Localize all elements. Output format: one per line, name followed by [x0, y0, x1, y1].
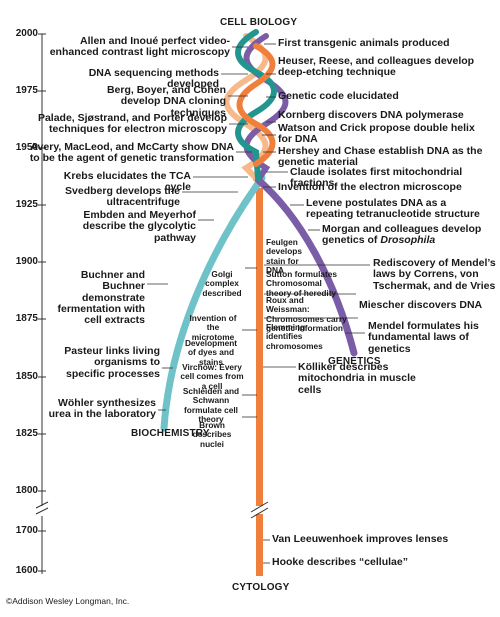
event-heuser-reese: Heuser, Reese, and colleagues develop de…	[278, 55, 475, 79]
biochemistry-strand	[160, 174, 266, 432]
event-hooke: Hooke describes “cellulae”	[272, 556, 408, 568]
event-levene: Levene postulates DNA as a repeating tet…	[306, 197, 480, 221]
event-watson-crick: Watson and Crick propose double helix fo…	[278, 122, 475, 146]
year-1825: 1825	[15, 428, 38, 439]
event-wohler: Wöhler synthesizes urea in the laborator…	[48, 397, 156, 421]
cell-biology-heading: CELL BIOLOGY	[220, 17, 298, 28]
event-genetic-code: Genetic code elucidated	[278, 90, 399, 102]
year-1850: 1850	[15, 371, 38, 382]
cell-biology-helix	[223, 29, 289, 183]
year-1900: 1900	[15, 256, 38, 267]
genetics-strand	[252, 174, 358, 357]
event-hershey-chase: Hershey and Chase establish DNA as the g…	[278, 145, 483, 169]
event-feulgen: Feulgen develops stain for DNA	[266, 237, 302, 275]
year-1875: 1875	[15, 313, 38, 324]
year-1600: 1600	[15, 565, 38, 576]
event-svedberg: Svedberg develops the ultracentrifuge	[65, 185, 180, 209]
event-leeuwenhoek: Van Leeuwenhoek improves lenses	[272, 533, 449, 545]
cytology-strand	[250, 188, 269, 576]
cytology-break-icon	[250, 501, 269, 519]
event-virchow: Virchow: Every cell comes from a cell	[180, 362, 244, 391]
event-golgi: Golgi complex described	[202, 269, 242, 298]
event-electron-microscope: Invention of the electron microscope	[278, 181, 462, 193]
year-1700: 1700	[15, 525, 38, 536]
event-berg-boyer-cohen: Berg, Boyer, and Cohen develop DNA cloni…	[106, 84, 226, 119]
event-claude: Claude isolates first mitochondrial frac…	[290, 166, 463, 190]
event-palade: Palade, Sjøstrand, and Porter develop te…	[37, 112, 227, 136]
copyright-notice: ©Addison Wesley Longman, Inc.	[6, 596, 130, 606]
event-flemming: Flemming identifies chromosomes	[266, 322, 323, 351]
event-allen-inoue: Allen and Inoué perfect video-enhanced c…	[49, 35, 230, 59]
event-brown-nuclei: Brown describes nuclei	[192, 420, 232, 449]
event-pasteur: Pasteur links living organisms to specif…	[64, 345, 160, 380]
event-miescher: Miescher discovers DNA	[359, 299, 483, 311]
event-dyes-stains: Development of dyes and stains	[184, 338, 238, 367]
cytology-heading: CYTOLOGY	[232, 582, 290, 593]
year-2000: 2000	[15, 28, 38, 39]
event-buchner: Buchner and Buchner demonstrate fermenta…	[57, 269, 145, 327]
event-schleiden-schwann: Schleiden and Schwann formulate cell the…	[182, 386, 240, 424]
event-kornberg: Kornberg discovers DNA polymerase	[278, 109, 464, 121]
event-mendel-rediscovery: Rediscovery of Mendel’s laws by Correns,…	[373, 257, 496, 292]
event-avery: Avery, MacLeod, and McCarty show DNA to …	[29, 141, 234, 165]
event-roux-weissman: Roux and Weissman: Chromosomes carry gen…	[266, 295, 347, 333]
event-sutton: Sutton formulates Chromosomal theory of …	[266, 269, 337, 298]
event-morgan-text: Morgan and colleagues develop genetics o…	[322, 223, 482, 247]
event-morgan: Morgan and colleagues develop genetics o…	[322, 223, 497, 247]
event-krebs: Krebs elucidates the TCA cycle	[63, 170, 191, 194]
year-1975: 1975	[15, 85, 38, 96]
event-morgan-italic: Drosophila	[380, 234, 436, 247]
leader-lines	[147, 43, 370, 564]
biochemistry-heading: BIOCHEMISTRY	[131, 428, 210, 439]
event-dna-sequencing: DNA sequencing methods developed	[88, 67, 219, 91]
genetics-heading: GENETICS	[328, 356, 381, 367]
axis-break-icon	[35, 501, 49, 515]
axis-ticks	[38, 33, 46, 572]
year-1925: 1925	[15, 199, 38, 210]
year-axis	[35, 33, 49, 574]
event-kolliker: Kölliker describes mitochondria in muscl…	[298, 361, 416, 396]
year-1950: 1950	[15, 142, 38, 153]
event-transgenic: First transgenic animals produced	[278, 37, 450, 49]
event-embden-meyerhof: Embden and Meyerhof describe the glycoly…	[82, 209, 196, 244]
event-mendel: Mendel formulates his fundamental laws o…	[368, 320, 479, 355]
event-microtome: Invention of the microtome	[189, 313, 237, 342]
year-1800: 1800	[15, 485, 38, 496]
